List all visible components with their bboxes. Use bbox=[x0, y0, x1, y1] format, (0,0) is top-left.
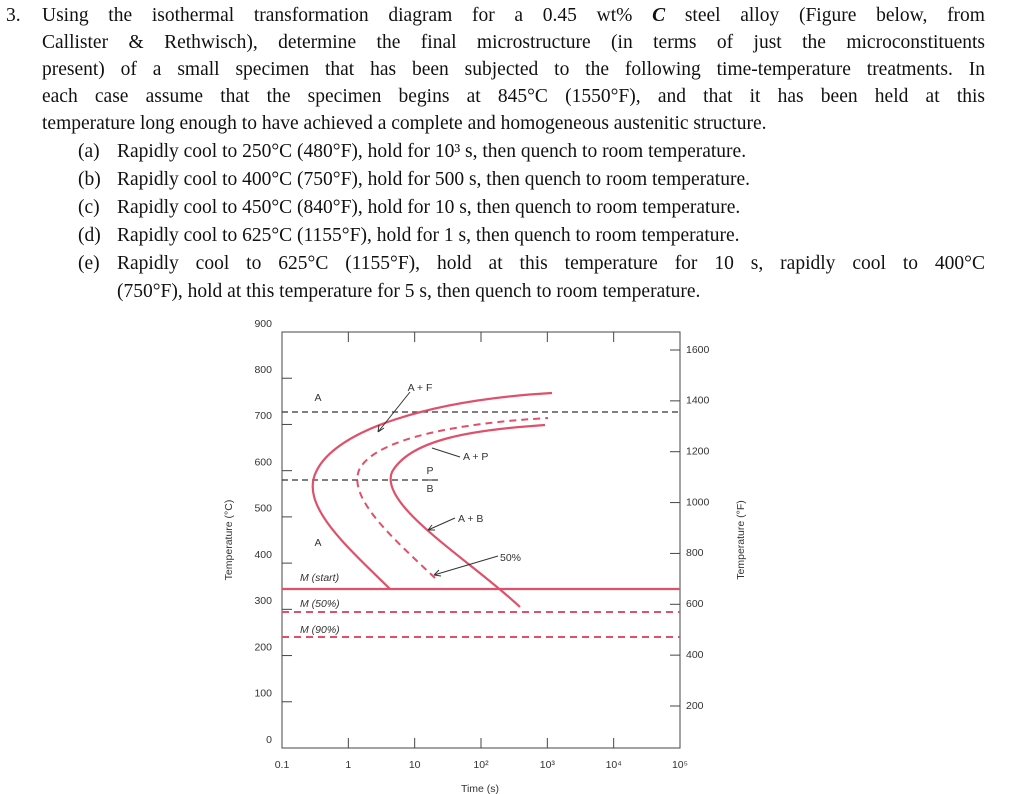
arrow bbox=[427, 517, 456, 531]
item-text: Rapidly cool to 450°C (840°F), hold for … bbox=[117, 197, 741, 218]
arrow bbox=[377, 391, 411, 433]
x-tick-label: 10 bbox=[409, 759, 421, 771]
arrow bbox=[431, 447, 461, 458]
y-tick-label: 400 bbox=[254, 549, 272, 561]
axes bbox=[281, 331, 681, 749]
item-label: (b) bbox=[78, 169, 101, 190]
region-label: A + B bbox=[458, 513, 483, 525]
y2-tick-label: 800 bbox=[686, 547, 704, 559]
y-tick-label: 900 bbox=[254, 318, 272, 330]
item-label: (c) bbox=[78, 197, 100, 218]
y-tick-label: 700 bbox=[254, 410, 272, 422]
text-line: each case assume that the specimen begin… bbox=[42, 86, 985, 107]
region-label: 50% bbox=[500, 552, 521, 564]
text-line: Callister & Rethwisch), determine the fi… bbox=[42, 32, 985, 53]
y2-tick-label: 1400 bbox=[686, 395, 710, 407]
x-tick-label: 1 bbox=[345, 759, 351, 771]
m-label: M (90%) bbox=[300, 624, 340, 636]
text-line: present) of a small specimen that has be… bbox=[42, 59, 985, 80]
problem-number: 3. bbox=[6, 5, 21, 26]
y2-tick-label: 200 bbox=[686, 700, 704, 712]
y2-tick-label: 1600 bbox=[686, 344, 710, 356]
y-tick-label: 100 bbox=[254, 688, 272, 700]
y2-tick-label: 1000 bbox=[686, 496, 710, 508]
item-label: (e) bbox=[78, 253, 100, 274]
y2-tick-label: 600 bbox=[686, 598, 704, 610]
item-label: (d) bbox=[78, 225, 101, 246]
fifty-curve bbox=[356, 417, 549, 579]
item-text: Rapidly cool to 625°C (1155°F), hold for… bbox=[117, 225, 740, 246]
y2-axis-label: Temperature (°F) bbox=[735, 500, 747, 579]
item-label: (a) bbox=[78, 141, 100, 162]
text: steel alloy (Figure below, from bbox=[665, 5, 985, 26]
text-line: Using the isothermal transformation diag… bbox=[42, 3, 985, 29]
text: C bbox=[652, 5, 666, 26]
region-label: A bbox=[314, 537, 321, 549]
m-label: M (start) bbox=[300, 572, 339, 584]
y-axis-label: Temperature (°C) bbox=[223, 500, 235, 581]
region-label: A + F bbox=[408, 382, 433, 394]
text-line: temperature long enough to have achieved… bbox=[42, 113, 767, 134]
item-text: Rapidly cool to 250°C (480°F), hold for … bbox=[117, 141, 747, 162]
region-label: A + P bbox=[463, 451, 488, 463]
x-tick-label: 0.1 bbox=[275, 759, 290, 771]
y2-tick-label: 400 bbox=[686, 649, 704, 661]
finish-curve bbox=[389, 423, 546, 608]
text: Using the isothermal transformation diag… bbox=[42, 5, 653, 26]
region-label: A bbox=[314, 392, 321, 404]
x-tick-label: 10³ bbox=[540, 759, 556, 771]
tick-labels: 0 100 200 300 400 500 600 700 800 900 200 400 600 800… bbox=[254, 318, 709, 771]
y-tick-label: 600 bbox=[254, 456, 272, 468]
y-tick-label: 0 bbox=[266, 734, 272, 746]
y-tick-label: 200 bbox=[254, 641, 272, 653]
y2-tick-label: 1200 bbox=[686, 445, 710, 457]
arrow bbox=[433, 555, 499, 577]
y-tick-label: 800 bbox=[254, 364, 272, 376]
x-tick-label: 10⁴ bbox=[606, 759, 622, 771]
item-text: (750°F), hold at this temperature for 5 … bbox=[117, 281, 701, 302]
m-label: M (50%) bbox=[300, 598, 340, 610]
x-tick-label: 10⁵ bbox=[672, 759, 688, 771]
item-text: Rapidly cool to 400°C (750°F), hold for … bbox=[117, 169, 750, 190]
region-label: P bbox=[426, 465, 433, 477]
region-label: B bbox=[426, 483, 433, 495]
x-axis-label: Time (s) bbox=[461, 783, 499, 794]
item-text: Rapidly cool to 625°C (1155°F), hold at … bbox=[117, 253, 985, 274]
y-tick-label: 300 bbox=[254, 595, 272, 607]
start-curve bbox=[311, 391, 553, 590]
ticks bbox=[281, 331, 681, 749]
y-tick-label: 500 bbox=[254, 503, 272, 515]
x-tick-label: 10² bbox=[473, 759, 489, 771]
